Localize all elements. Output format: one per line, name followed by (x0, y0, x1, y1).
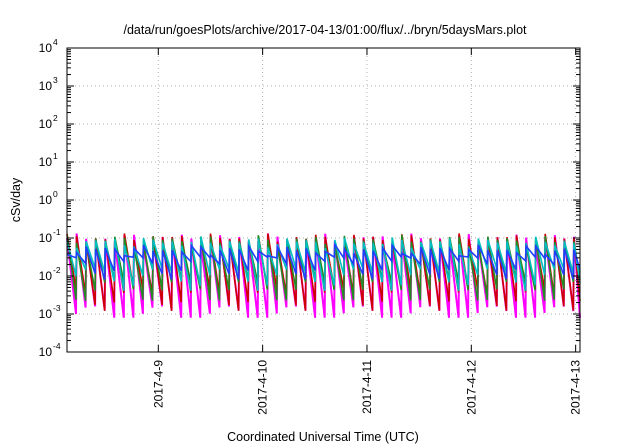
x-axis-label: Coordinated Universal Time (UTC) (227, 430, 419, 444)
y-tick-label: 10 (39, 193, 53, 207)
series-line (66, 242, 581, 280)
y-axis-label: cSv/day (9, 177, 23, 222)
x-tick-label: 2017-4-12 (464, 360, 478, 415)
y-tick-label: 10 (39, 231, 53, 245)
y-tick-exponent: 1 (53, 151, 58, 161)
x-tick-label: 2017-4-9 (151, 360, 165, 408)
y-tick-exponent: -3 (53, 303, 61, 313)
x-tick-label: 2017-4-11 (360, 360, 374, 414)
y-tick-label: 10 (39, 345, 53, 359)
y-tick-exponent: 2 (53, 113, 58, 123)
x-tick-label: 2017-4-13 (569, 360, 583, 415)
y-tick-exponent: 4 (53, 37, 58, 47)
y-tick-label: 10 (39, 41, 53, 55)
y-tick-exponent: 0 (53, 189, 58, 199)
y-tick-exponent: -4 (53, 341, 61, 351)
y-tick-label: 10 (39, 269, 53, 283)
y-tick-label: 10 (39, 307, 53, 321)
y-tick-label: 10 (39, 117, 53, 131)
y-tick-exponent: 3 (53, 75, 58, 85)
series-group (66, 233, 581, 318)
y-tick-label: 10 (39, 155, 53, 169)
y-tick-exponent: -1 (53, 227, 61, 237)
y-tick-exponent: -2 (53, 265, 61, 275)
chart-title: /data/run/goesPlots/archive/2017-04-13/0… (123, 23, 527, 37)
y-tick-label: 10 (39, 79, 53, 93)
x-tick-label: 2017-4-10 (256, 360, 270, 415)
